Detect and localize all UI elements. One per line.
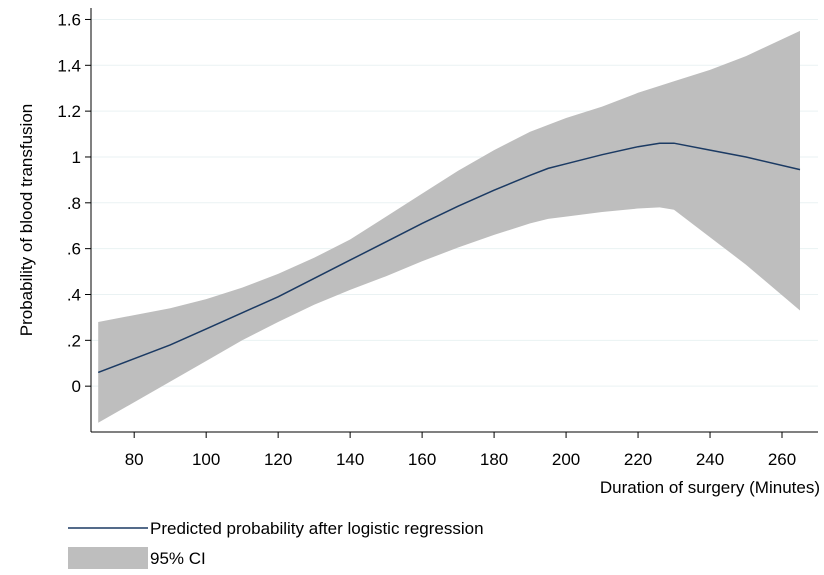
- y-axis-label: Probability of blood transfusion: [17, 104, 36, 336]
- ci-band: [98, 30, 800, 423]
- prediction-line-layer: [97, 142, 801, 374]
- ticks: 0 .2 .4 .6 .8 1 1.2 1.4 1.6 80 100 120 140 160 180 200 2…: [57, 10, 796, 469]
- y-tick-label: 1.2: [57, 102, 81, 121]
- x-tick-label: 240: [696, 450, 724, 469]
- x-tick-label: 120: [264, 450, 292, 469]
- y-tick-label: .6: [67, 240, 81, 259]
- x-tick-label: 100: [192, 450, 220, 469]
- ci-band-layer: [98, 30, 800, 423]
- y-tick-label: .4: [67, 285, 81, 304]
- x-tick-label: 260: [768, 450, 796, 469]
- axes: [90, 8, 818, 433]
- prediction-line: [97, 142, 801, 374]
- y-tick-label: 0: [72, 377, 81, 396]
- y-tick-label: 1: [72, 148, 81, 167]
- y-tick-label: .8: [67, 194, 81, 213]
- x-tick-label: 80: [125, 450, 144, 469]
- y-tick-label: .2: [67, 331, 81, 350]
- x-tick-label: 180: [480, 450, 508, 469]
- legend: Predicted probability after logistic reg…: [68, 519, 484, 569]
- y-tick-label: 1.6: [57, 10, 81, 29]
- y-tick-label: 1.4: [57, 56, 81, 75]
- x-tick-label: 140: [336, 450, 364, 469]
- x-tick-label: 200: [552, 450, 580, 469]
- x-tick-label: 220: [624, 450, 652, 469]
- legend-band-swatch: [68, 547, 148, 569]
- x-axis-label: Duration of surgery (Minutes): [600, 478, 820, 497]
- legend-label-prediction: Predicted probability after logistic reg…: [150, 519, 484, 538]
- x-tick-label: 160: [408, 450, 436, 469]
- legend-label-ci: 95% CI: [150, 549, 206, 568]
